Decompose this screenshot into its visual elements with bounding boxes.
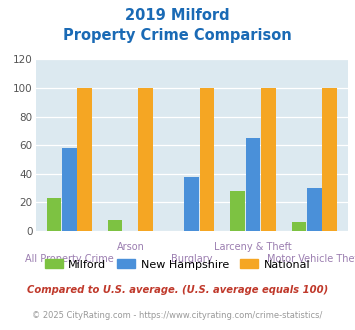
Text: © 2025 CityRating.com - https://www.cityrating.com/crime-statistics/: © 2025 CityRating.com - https://www.city…: [32, 311, 323, 320]
Bar: [322, 88, 337, 231]
Text: All Property Crime: All Property Crime: [25, 254, 114, 264]
Bar: [246, 138, 260, 231]
Bar: [77, 88, 92, 231]
Legend: Milford, New Hampshire, National: Milford, New Hampshire, National: [40, 255, 315, 274]
Bar: [200, 88, 214, 231]
Text: Burglary: Burglary: [171, 254, 212, 264]
Bar: [230, 191, 245, 231]
Text: Property Crime Comparison: Property Crime Comparison: [63, 28, 292, 43]
Text: Arson: Arson: [116, 243, 144, 252]
Bar: [47, 198, 61, 231]
Bar: [184, 177, 199, 231]
Text: Compared to U.S. average. (U.S. average equals 100): Compared to U.S. average. (U.S. average …: [27, 285, 328, 295]
Text: Larceny & Theft: Larceny & Theft: [214, 243, 292, 252]
Bar: [62, 148, 77, 231]
Bar: [307, 188, 322, 231]
Bar: [291, 222, 306, 231]
Bar: [261, 88, 275, 231]
Bar: [138, 88, 153, 231]
Bar: [108, 219, 122, 231]
Text: 2019 Milford: 2019 Milford: [125, 8, 230, 23]
Text: Motor Vehicle Theft: Motor Vehicle Theft: [267, 254, 355, 264]
